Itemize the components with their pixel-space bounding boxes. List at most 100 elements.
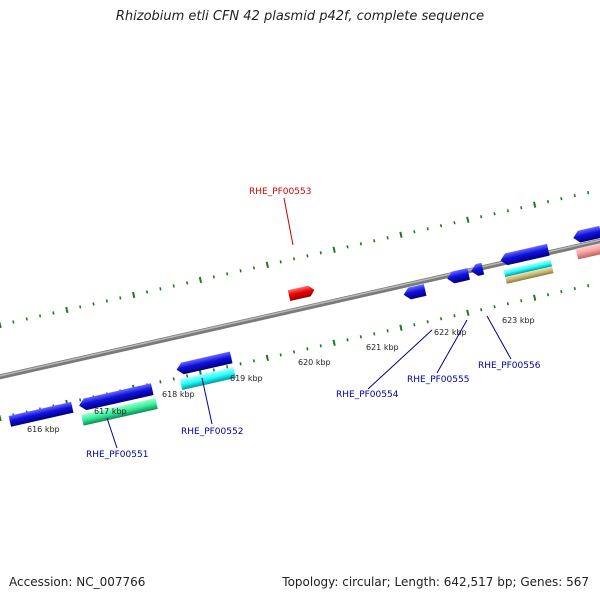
- feature-bar-cyan[interactable]: [179, 367, 236, 391]
- minor-tick: [119, 296, 122, 300]
- minor-tick: [386, 236, 389, 240]
- minor-tick: [426, 320, 429, 324]
- gene-rhe-pf00554-arrow[interactable]: [402, 284, 427, 301]
- minor-tick: [145, 290, 149, 294]
- scale-label: 621 kbp: [366, 343, 399, 352]
- minor-tick: [212, 368, 215, 372]
- minor-tick: [92, 302, 95, 306]
- gene-rhe-pf00555-arrow[interactable]: [446, 268, 470, 285]
- minor-tick: [79, 305, 82, 309]
- minor-tick: [319, 251, 322, 255]
- minor-tick: [493, 305, 496, 309]
- minor-tick: [413, 323, 416, 327]
- minor-tick: [480, 308, 483, 312]
- feature-bar-khaki[interactable]: [505, 266, 554, 284]
- topology-text: Topology: circular; Length: 642,517 bp; …: [282, 575, 589, 589]
- minor-tick: [279, 353, 282, 357]
- minor-tick: [186, 374, 189, 378]
- minor-tick: [373, 332, 376, 336]
- minor-tick: [172, 284, 175, 288]
- minor-tick: [346, 338, 349, 342]
- gene-label-rhe-pf00552[interactable]: RHE_PF00552: [181, 427, 243, 437]
- major-tick: [332, 339, 336, 346]
- scale-label: 617 kbp: [94, 407, 127, 416]
- minor-tick: [212, 275, 215, 279]
- minor-tick: [292, 257, 296, 261]
- scale-label: 618 kbp: [162, 390, 195, 399]
- minor-tick: [493, 212, 496, 216]
- gene-label-rhe-pf00556[interactable]: RHE_PF00556: [478, 361, 541, 371]
- major-tick: [399, 324, 403, 331]
- gene-arrow-left-edge[interactable]: [8, 401, 74, 427]
- gene-arrow-right-edge[interactable]: [572, 225, 600, 244]
- minor-tick: [172, 377, 175, 381]
- major-tick: [332, 246, 336, 253]
- feature-bar-cyan-2[interactable]: [503, 259, 553, 277]
- minor-tick: [279, 260, 282, 264]
- gene-label-rhe-pf00551[interactable]: RHE_PF00551: [86, 450, 148, 460]
- minor-tick: [413, 230, 416, 234]
- sequence-backbone: [0, 238, 600, 380]
- minor-tick: [453, 221, 456, 225]
- outer-tick-track: [0, 191, 590, 329]
- minor-tick: [560, 290, 563, 294]
- minor-tick: [292, 350, 296, 354]
- gene-rhe-pf00551-arrow[interactable]: [78, 383, 154, 411]
- minor-tick: [359, 335, 362, 339]
- minor-tick: [252, 266, 256, 270]
- gene-rhe-pf00553-arrow[interactable]: [287, 285, 316, 301]
- minor-tick: [520, 299, 523, 303]
- minor-tick: [520, 206, 523, 210]
- minor-tick: [546, 200, 550, 204]
- minor-tick: [105, 299, 109, 303]
- minor-tick: [306, 254, 309, 258]
- major-tick: [466, 309, 470, 316]
- scale-label: 622 kbp: [434, 328, 467, 337]
- major-tick: [399, 231, 403, 238]
- major-tick: [132, 291, 136, 299]
- minor-tick: [39, 314, 42, 318]
- feature-bar-teal[interactable]: [81, 398, 158, 426]
- gene-rhe-pf00556-arrow[interactable]: [499, 243, 550, 267]
- minor-tick: [239, 362, 242, 366]
- gene-small-arrow[interactable]: [470, 262, 485, 277]
- gene-label-leaders: [106, 197, 512, 449]
- accession-text: Accession: NC_007766: [9, 575, 146, 589]
- minor-tick: [346, 245, 349, 249]
- minor-tick: [573, 287, 576, 291]
- minor-tick: [159, 287, 162, 291]
- minor-tick: [226, 365, 229, 369]
- scale-label: 619 kbp: [230, 374, 263, 383]
- minor-tick: [587, 284, 590, 288]
- scale-labels: 616 kbp 617 kbp 618 kbp 619 kbp 620 kbp …: [27, 316, 535, 434]
- minor-tick: [226, 272, 229, 276]
- gene-labels: RHE_PF00551 RHE_PF00552 RHE_PF00553 RHE_…: [86, 187, 541, 460]
- major-tick: [265, 261, 269, 269]
- map-title: Rhizobium etli CFN 42 plasmid p42f, comp…: [115, 9, 485, 24]
- minor-tick: [453, 314, 456, 318]
- minor-tick: [25, 317, 28, 321]
- gene-label-rhe-pf00554[interactable]: RHE_PF00554: [336, 390, 399, 400]
- minor-tick: [480, 215, 483, 219]
- scale-label: 623 kbp: [502, 316, 535, 325]
- minor-tick: [186, 281, 189, 285]
- minor-tick: [52, 311, 55, 315]
- minor-tick: [587, 191, 590, 195]
- feature-bar-pink[interactable]: [575, 242, 600, 260]
- major-tick: [265, 354, 269, 362]
- minor-tick: [506, 209, 509, 213]
- gene-label-rhe-pf00555[interactable]: RHE_PF00555: [407, 375, 469, 385]
- minor-tick: [439, 317, 443, 321]
- major-tick: [533, 201, 537, 208]
- minor-tick: [319, 344, 322, 348]
- major-tick: [0, 414, 2, 422]
- scale-label: 620 kbp: [298, 358, 331, 367]
- minor-tick: [506, 302, 509, 306]
- major-tick: [0, 321, 2, 329]
- minor-tick: [546, 293, 550, 297]
- gene-label-rhe-pf00553[interactable]: RHE_PF00553: [249, 187, 311, 197]
- minor-tick: [573, 194, 576, 198]
- major-tick: [65, 306, 69, 314]
- gene-rhe-pf00552-arrow[interactable]: [175, 351, 233, 376]
